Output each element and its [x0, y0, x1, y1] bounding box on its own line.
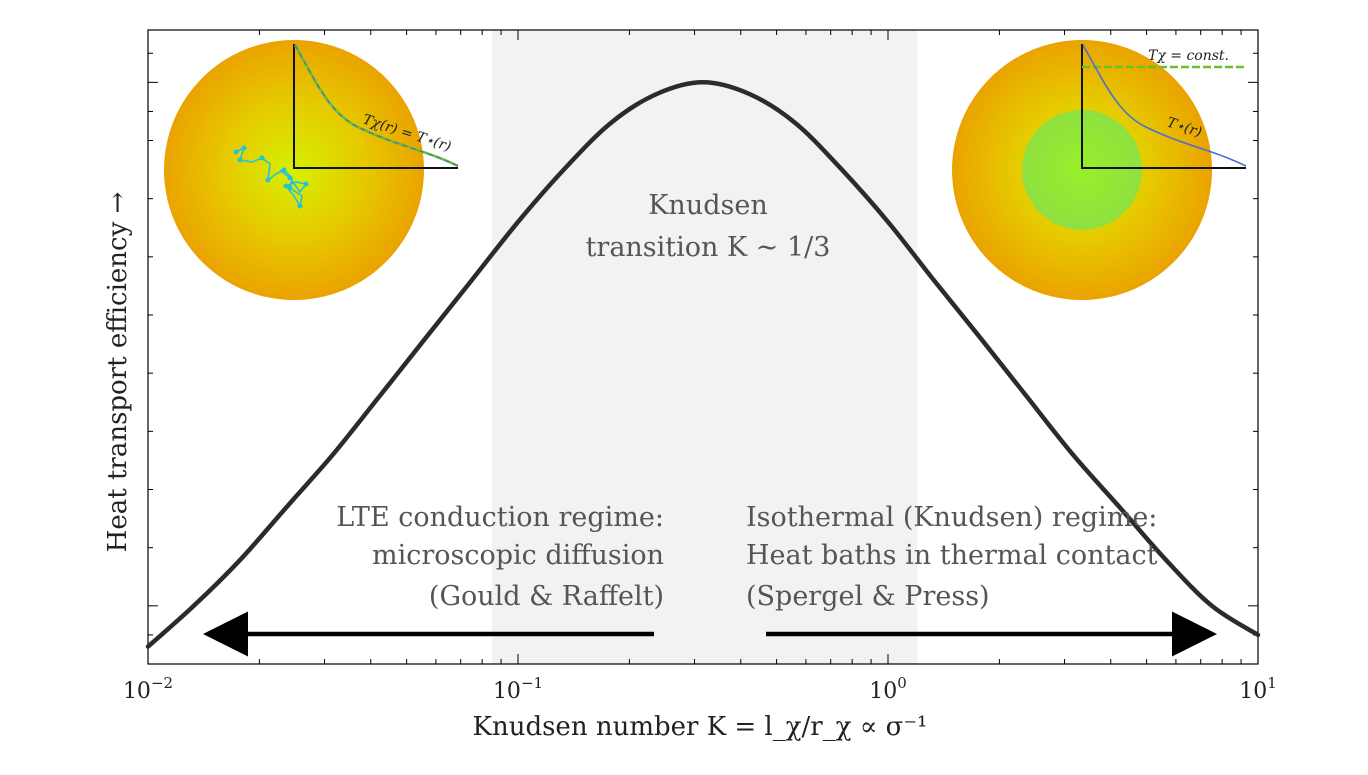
right-inset-profile-blue: [1082, 44, 1247, 167]
x-tick-label: 100: [869, 674, 907, 704]
lte-regime-line2: microscopic diffusion: [372, 540, 664, 571]
transition-label-line2: transition K ∼ 1/3: [586, 232, 831, 263]
efficiency-curve: [145, 80, 1261, 649]
x-tick-label: 10−2: [123, 674, 173, 704]
y-axis-label: Heat transport efficiency →: [103, 192, 133, 553]
dm-walk-points: [233, 145, 309, 209]
left-inset: Tχ(r) = T⋆(r): [164, 40, 459, 300]
x-axis-label: Knudsen number K = l_χ/r_χ ∝ σ⁻¹: [473, 712, 928, 742]
isothermal-regime-line3: (Spergel & Press): [746, 581, 990, 612]
left-inset-profile-blue: [294, 44, 459, 167]
right-inset-axes: [1081, 44, 1246, 169]
x-ticks: 10−2 10−1 100 101: [123, 30, 1277, 704]
right-inset-top-label: Tχ = const.: [1148, 48, 1229, 64]
knudsen-transition-band: [491, 30, 918, 664]
lte-regime-line1: LTE conduction regime:: [336, 502, 664, 533]
isothermal-regime-line2: Heat baths in thermal contact: [746, 540, 1158, 571]
plot-frame: [147, 29, 1259, 665]
lte-regime-line3: (Gould & Raffelt): [429, 581, 664, 612]
left-star-disc: [164, 40, 424, 300]
isothermal-regime-line1: Isothermal (Knudsen) regime:: [746, 502, 1157, 533]
x-tick-label: 10−1: [493, 674, 543, 704]
x-tick-label: 101: [1239, 674, 1277, 704]
right-inset: Tχ = const. T⋆(r): [952, 40, 1247, 300]
left-inset-axes: [293, 44, 458, 169]
transition-label-line1: Knudsen: [648, 190, 767, 221]
right-core-disc: [1022, 110, 1142, 230]
